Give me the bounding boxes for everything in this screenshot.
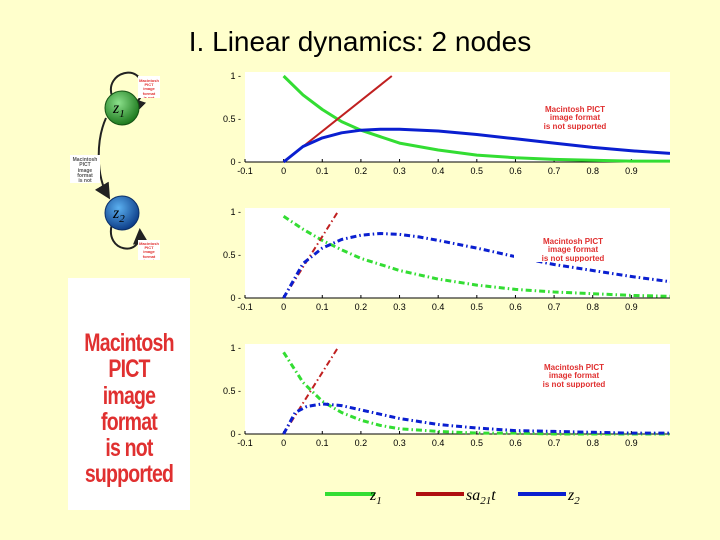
x-tick-label: -0.1 [237,302,253,312]
x-tick-label: 0.3 [393,302,406,312]
series-line-z2 [282,127,670,164]
x-tick-label: 0.6 [509,166,522,176]
x-tick-label: 0.3 [393,438,406,448]
x-tick-label: 0.8 [586,302,599,312]
y-tick-label: 0.5 - [223,386,241,396]
node-z1 [104,90,140,126]
x-tick-label: 0.9 [625,438,638,448]
plot-area [245,344,670,434]
y-tick-label: 0 - [230,429,241,439]
x-tick-label: 0.4 [432,302,445,312]
x-tick-label: 0.5 [471,166,484,176]
series-line-z2 [282,232,670,299]
chart-panel-top: -0.1 0 0.1 0.2 0.3 0.4 0.5 0.6 0.7 0.8 0.9 0 - 0.5 -… [223,71,670,176]
x-tick-label: 0 [281,438,286,448]
x-tick-label: 0.2 [355,438,368,448]
x-tick-label: 0.6 [509,438,522,448]
x-tick-label: 0.1 [316,438,329,448]
y-tick-label: 0.5 - [223,114,241,124]
x-tick-label: 0.2 [355,302,368,312]
pict-placeholder-large: Macintosh PICT image format is not suppo… [68,278,190,510]
x-tick-label: 0.7 [548,166,561,176]
legend-label-1: sa21t [466,487,496,507]
x-tick-label: 0.4 [432,166,445,176]
x-tick-label: -0.1 [237,166,253,176]
x-tick-label: 0.5 [471,438,484,448]
node-z2 [104,195,140,231]
self-loop-z2 [109,223,149,250]
x-tick-label: 0.7 [548,302,561,312]
node-diagram: z1 z2 [94,71,149,250]
pict-placeholder-chart-top: Macintosh PICT image format is not support… [516,104,634,130]
x-tick-label: -0.1 [237,438,253,448]
x-tick-label: 0 [281,166,286,176]
x-tick-label: 0.5 [471,302,484,312]
x-tick-label: 0.2 [355,166,368,176]
x-tick-label: 0 [281,302,286,312]
series-line-z2 [282,402,670,435]
series-line-z1 [282,215,670,298]
x-tick-label: 0.7 [548,438,561,448]
chart-panel-bottom: -0.1 0 0.1 0.2 0.3 0.4 0.5 0.6 0.7 0.8 0.9 0 - 0.5 -… [223,343,670,448]
x-tick-label: 0.3 [393,166,406,176]
y-tick-label: 1 - [230,71,241,81]
x-tick-label: 0.8 [586,438,599,448]
edge-z1-to-z2 [94,117,111,200]
y-tick-label: 1 - [230,207,241,217]
x-tick-label: 0.1 [316,166,329,176]
y-tick-label: 0 - [230,157,241,167]
x-tick-label: 0.6 [509,302,522,312]
legend-label-0: z1 [369,487,382,507]
x-tick-label: 0.1 [316,302,329,312]
x-tick-label: 0.8 [586,166,599,176]
y-tick-label: 0.5 - [223,250,241,260]
slide-title: I. Linear dynamics: 2 nodes [188,26,532,57]
pict-placeholder-chart-middle: Macintosh PICT image format is not support… [514,236,632,262]
y-tick-label: 0 - [230,293,241,303]
legend-label-2: z2 [567,487,580,507]
y-tick-label: 1 - [230,343,241,353]
series-line-z1 [282,351,670,436]
x-tick-label: 0.9 [625,166,638,176]
charts-group: -0.1 0 0.1 0.2 0.3 0.4 0.5 0.6 0.7 0.8 0.9 0 - 0.5 -… [223,71,670,448]
x-tick-label: 0.4 [432,438,445,448]
legend: z1 sa21t z2 [325,487,580,507]
series-line-z1 [282,74,670,163]
x-tick-label: 0.9 [625,302,638,312]
pict-placeholder-chart-bottom: Macintosh PICT image format is not support… [516,362,632,388]
